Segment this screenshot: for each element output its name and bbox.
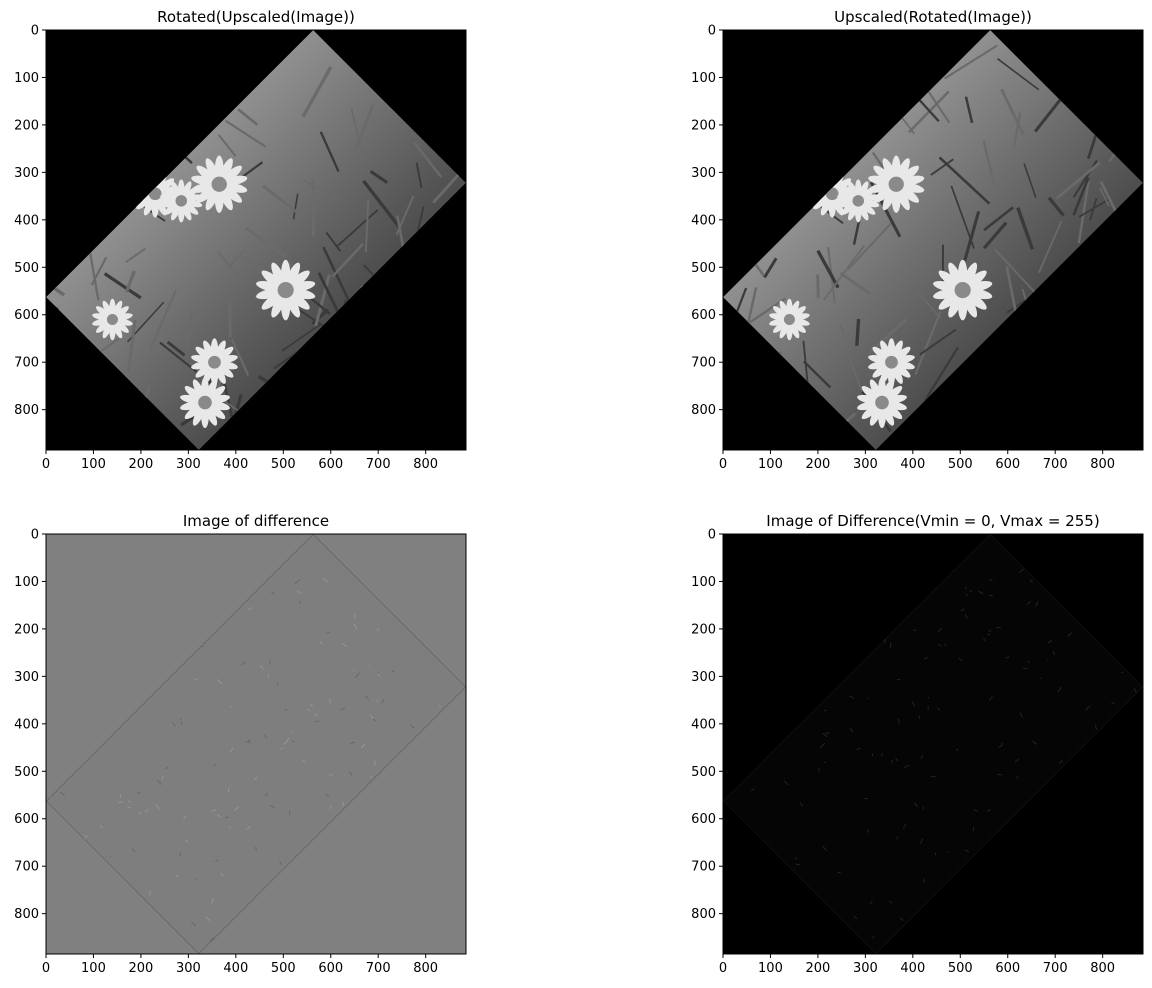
x-tick-label: 600 xyxy=(318,457,343,472)
x-tick-label: 800 xyxy=(413,961,438,976)
y-tick-label: 400 xyxy=(14,213,39,228)
axes-frame xyxy=(722,29,1144,451)
y-tick-label: 700 xyxy=(691,356,716,371)
y-tick-label: 100 xyxy=(14,575,39,590)
y-tick-label: 200 xyxy=(691,118,716,133)
x-tick-label: 0 xyxy=(719,457,727,472)
x-tick-label: 700 xyxy=(366,457,391,472)
x-tick-label: 100 xyxy=(758,961,783,976)
y-tick-label: 600 xyxy=(14,308,39,323)
x-tick-label: 400 xyxy=(900,961,925,976)
subplot-3: Image of difference 0 100 200 300 400 500 600 70… xyxy=(14,512,467,976)
rotated-daisy-photo xyxy=(723,30,1143,450)
x-tick-label: 0 xyxy=(719,961,727,976)
x-tick-label: 400 xyxy=(223,457,248,472)
y-tick-label: 600 xyxy=(14,812,39,827)
subplot-title: Upscaled(Rotated(Image)) xyxy=(834,8,1032,26)
x-tick-label: 300 xyxy=(853,961,878,976)
x-tick-label: 500 xyxy=(271,961,296,976)
y-tick-label: 200 xyxy=(14,622,39,637)
y-tick-label: 700 xyxy=(691,860,716,875)
y-tick-label: 100 xyxy=(14,71,39,86)
y-tick-label: 300 xyxy=(691,670,716,685)
y-tick-label: 0 xyxy=(31,24,39,39)
y-tick-label: 500 xyxy=(691,765,716,780)
x-tick-label: 800 xyxy=(413,457,438,472)
x-tick-label: 700 xyxy=(1043,961,1068,976)
y-tick-label: 300 xyxy=(691,166,716,181)
y-tick-label: 800 xyxy=(691,907,716,922)
y-tick-label: 800 xyxy=(691,403,716,418)
x-tick-label: 300 xyxy=(176,961,201,976)
subplot-title: Rotated(Upscaled(Image)) xyxy=(157,8,355,26)
y-tick-label: 0 xyxy=(708,528,716,543)
axes-frame xyxy=(45,533,467,955)
y-tick-label: 300 xyxy=(14,166,39,181)
x-tick-label: 700 xyxy=(366,961,391,976)
x-tick-label: 100 xyxy=(758,457,783,472)
subplot-title: Image of difference xyxy=(183,512,329,530)
x-tick-label: 500 xyxy=(948,457,973,472)
x-tick-label: 700 xyxy=(1043,457,1068,472)
x-tick-label: 800 xyxy=(1090,961,1115,976)
x-tick-label: 200 xyxy=(806,457,831,472)
axes-frame xyxy=(45,29,467,451)
x-tick-label: 600 xyxy=(318,961,343,976)
y-tick-label: 800 xyxy=(14,907,39,922)
y-tick-label: 400 xyxy=(14,717,39,732)
subplot-1: Rotated(Upscaled(Image)) 0 100 200 300 400 500… xyxy=(14,8,467,472)
x-tick-label: 300 xyxy=(853,457,878,472)
subplot-title: Image of Difference(Vmin = 0, Vmax = 255… xyxy=(766,512,1099,530)
axes-frame xyxy=(722,533,1144,955)
y-tick-label: 500 xyxy=(14,261,39,276)
x-tick-label: 600 xyxy=(995,457,1020,472)
x-tick-label: 0 xyxy=(42,961,50,976)
y-tick-label: 100 xyxy=(691,71,716,86)
y-tick-label: 700 xyxy=(14,356,39,371)
x-tick-label: 500 xyxy=(948,961,973,976)
x-tick-label: 500 xyxy=(271,457,296,472)
x-tick-label: 600 xyxy=(995,961,1020,976)
x-tick-label: 0 xyxy=(42,457,50,472)
x-tick-label: 800 xyxy=(1090,457,1115,472)
y-tick-label: 500 xyxy=(14,765,39,780)
y-tick-label: 800 xyxy=(14,403,39,418)
y-tick-label: 0 xyxy=(31,528,39,543)
y-tick-label: 500 xyxy=(691,261,716,276)
y-tick-label: 600 xyxy=(691,812,716,827)
y-tick-label: 400 xyxy=(691,213,716,228)
x-tick-label: 300 xyxy=(176,457,201,472)
x-tick-label: 200 xyxy=(129,961,154,976)
x-tick-label: 200 xyxy=(129,457,154,472)
y-tick-label: 600 xyxy=(691,308,716,323)
y-tick-label: 0 xyxy=(708,24,716,39)
y-tick-label: 200 xyxy=(14,118,39,133)
x-tick-label: 200 xyxy=(806,961,831,976)
y-tick-label: 400 xyxy=(691,717,716,732)
x-tick-label: 400 xyxy=(223,961,248,976)
y-tick-label: 300 xyxy=(14,670,39,685)
x-tick-label: 100 xyxy=(81,457,106,472)
y-tick-label: 100 xyxy=(691,575,716,590)
x-tick-label: 400 xyxy=(900,457,925,472)
subplot-2: Upscaled(Rotated(Image)) 0 100 200 300 400 500… xyxy=(691,8,1144,472)
y-tick-label: 200 xyxy=(691,622,716,637)
y-tick-label: 700 xyxy=(14,860,39,875)
subplot-4: Image of Difference(Vmin = 0, Vmax = 255… xyxy=(691,512,1144,976)
x-tick-label: 100 xyxy=(81,961,106,976)
